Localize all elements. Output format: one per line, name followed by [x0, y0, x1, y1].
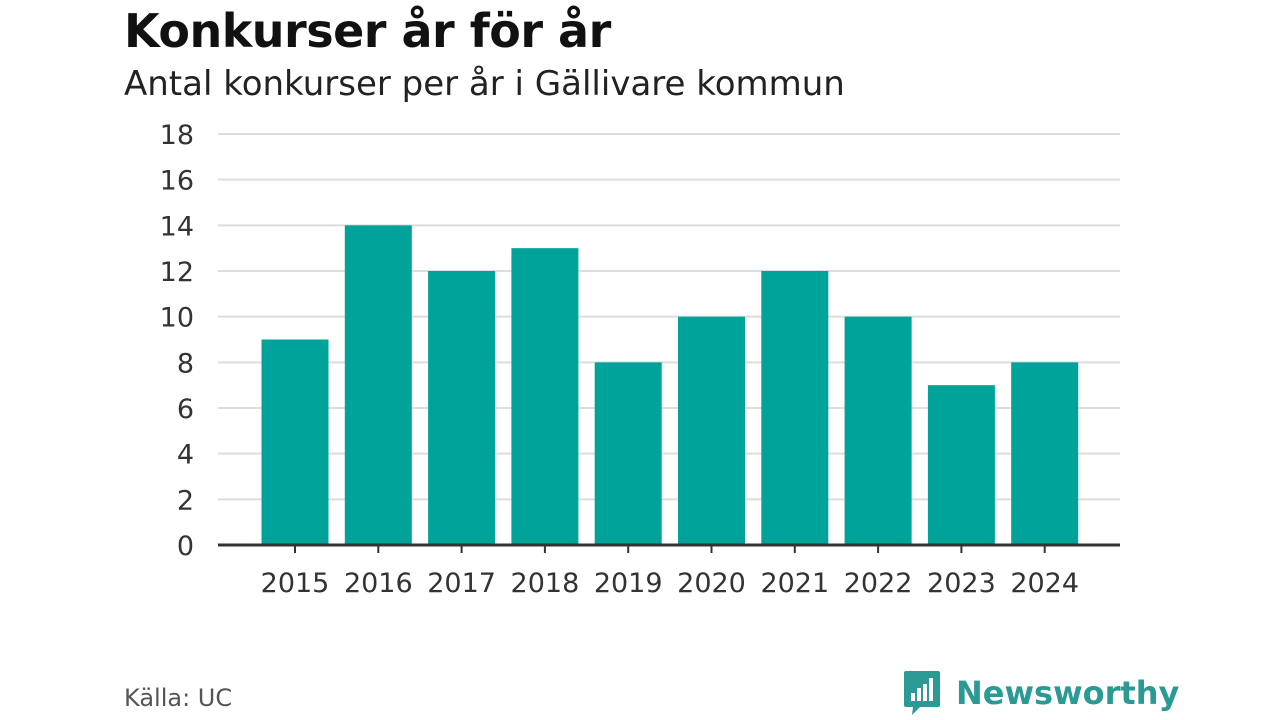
x-tick-label: 2019 — [594, 568, 663, 599]
brand-name: Newsworthy — [956, 674, 1180, 712]
x-tick-label: 2021 — [760, 568, 829, 599]
y-tick-label: 10 — [160, 303, 194, 334]
y-tick-label: 14 — [160, 211, 194, 242]
source-note: Källa: UC — [124, 684, 233, 712]
y-tick-label: 6 — [177, 394, 194, 425]
bar — [678, 316, 745, 545]
bar — [511, 248, 579, 545]
x-tick-label: 2024 — [1010, 568, 1079, 599]
x-tick-label: 2018 — [511, 568, 580, 599]
x-tick-label: 2017 — [427, 568, 496, 599]
y-tick-label: 0 — [177, 531, 194, 562]
x-tick-label: 2015 — [261, 568, 330, 599]
bar — [344, 225, 412, 546]
y-tick-label: 12 — [160, 257, 194, 288]
x-tick-label: 2016 — [344, 568, 413, 599]
y-tick-label: 4 — [177, 440, 194, 471]
bar — [261, 339, 329, 545]
x-tick-label: 2023 — [927, 568, 996, 599]
bar — [927, 385, 995, 545]
chart-subtitle: Antal konkurser per år i Gällivare kommu… — [124, 64, 845, 104]
bar — [1011, 362, 1079, 545]
y-tick-label: 16 — [160, 166, 194, 197]
bar-chart-speech-bubble-icon — [904, 671, 940, 715]
bar — [761, 271, 829, 545]
y-tick-label: 8 — [177, 348, 194, 379]
bar — [844, 316, 912, 545]
chart-title: Konkurser år för år — [124, 4, 611, 58]
bar — [428, 271, 496, 545]
x-tick-label: 2020 — [677, 568, 746, 599]
y-tick-label: 18 — [160, 120, 194, 151]
x-tick-label: 2022 — [844, 568, 913, 599]
bar — [594, 362, 662, 545]
brand-logo: Newsworthy — [902, 668, 1179, 718]
y-tick-label: 2 — [177, 485, 194, 516]
